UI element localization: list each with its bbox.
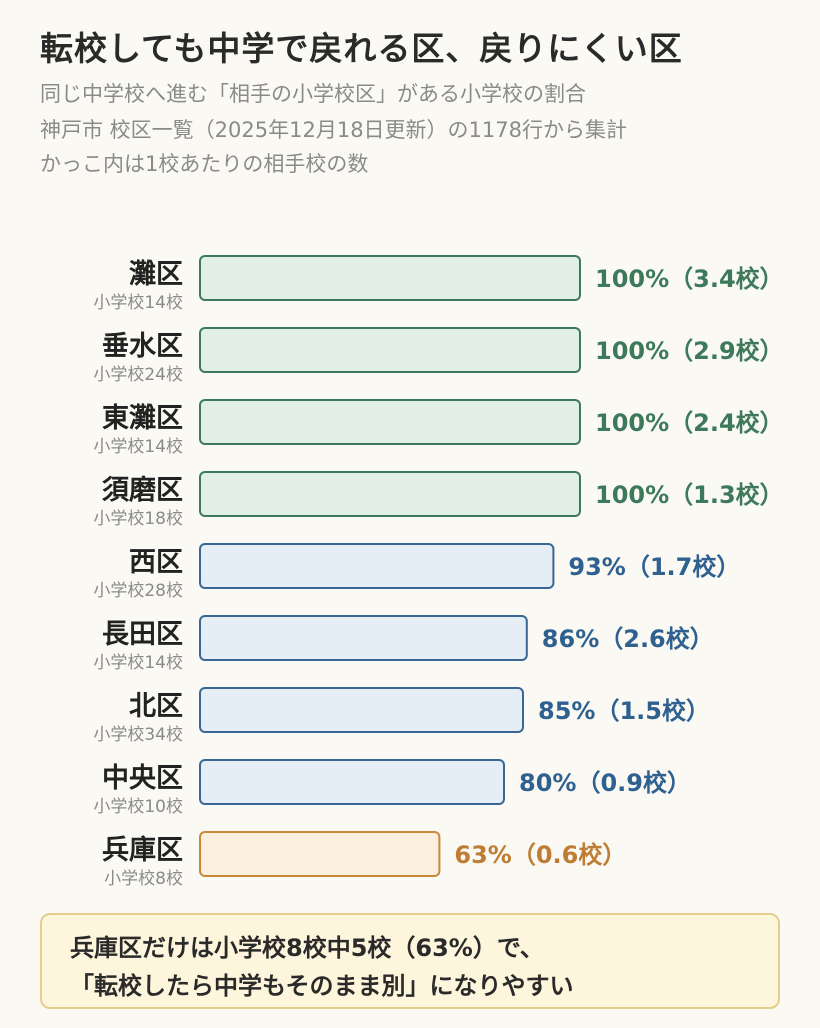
value-label: 86%（2.6校） (542, 625, 714, 653)
bar (199, 543, 555, 589)
category-label: 東灘区 (102, 403, 183, 434)
subtitle-line-3: かっこ内は1校あたりの相手校の数 (40, 152, 369, 176)
callout-note: 兵庫区だけは小学校8校中5校（63%）で、 「転校したら中学もそのまま別」になり… (40, 913, 780, 1009)
value-label: 80%（0.9校） (519, 769, 691, 797)
category-label: 中央区 (102, 763, 183, 794)
category-label: 須磨区 (102, 475, 183, 506)
chart-title: 転校しても中学で戻れる区、戻りにくい区 (40, 29, 683, 68)
bar (199, 687, 524, 733)
category-label: 兵庫区 (102, 835, 183, 866)
bar (199, 831, 441, 877)
school-count-label: 小学校14校 (93, 293, 183, 313)
value-label: 100%（1.3校） (595, 481, 784, 509)
category-label: 西区 (129, 547, 183, 578)
value-label: 85%（1.5校） (538, 697, 710, 725)
school-count-label: 小学校8校 (104, 869, 183, 889)
subtitle-line-1: 同じ中学校へ進む「相手の小学校区」がある小学校の割合 (40, 82, 586, 106)
category-label: 灘区 (129, 259, 183, 290)
callout-line-1: 兵庫区だけは小学校8校中5校（63%）で、 (70, 934, 544, 962)
school-count-label: 小学校10校 (93, 797, 183, 817)
value-label: 100%（2.9校） (595, 337, 784, 365)
bar (199, 471, 581, 517)
category-label: 垂水区 (102, 331, 183, 362)
category-label: 長田区 (102, 619, 183, 650)
bar (199, 615, 528, 661)
bar (199, 399, 581, 445)
value-label: 63%（0.6校） (454, 841, 626, 869)
bar (199, 327, 581, 373)
school-count-label: 小学校18校 (93, 509, 183, 529)
category-label: 北区 (129, 691, 183, 722)
value-label: 100%（3.4校） (595, 265, 784, 293)
school-count-label: 小学校14校 (93, 653, 183, 673)
subtitle-line-2: 神戸市 校区一覧（2025年12月18日更新）の1178行から集計 (40, 118, 628, 142)
school-count-label: 小学校34校 (93, 725, 183, 745)
school-count-label: 小学校28校 (93, 581, 183, 601)
callout-line-2: 「転校したら中学もそのまま別」になりやすい (70, 972, 574, 1000)
bar (199, 255, 581, 301)
bar (199, 759, 505, 805)
school-count-label: 小学校14校 (93, 437, 183, 457)
value-label: 93%（1.7校） (568, 553, 740, 581)
value-label: 100%（2.4校） (595, 409, 784, 437)
school-count-label: 小学校24校 (93, 365, 183, 385)
